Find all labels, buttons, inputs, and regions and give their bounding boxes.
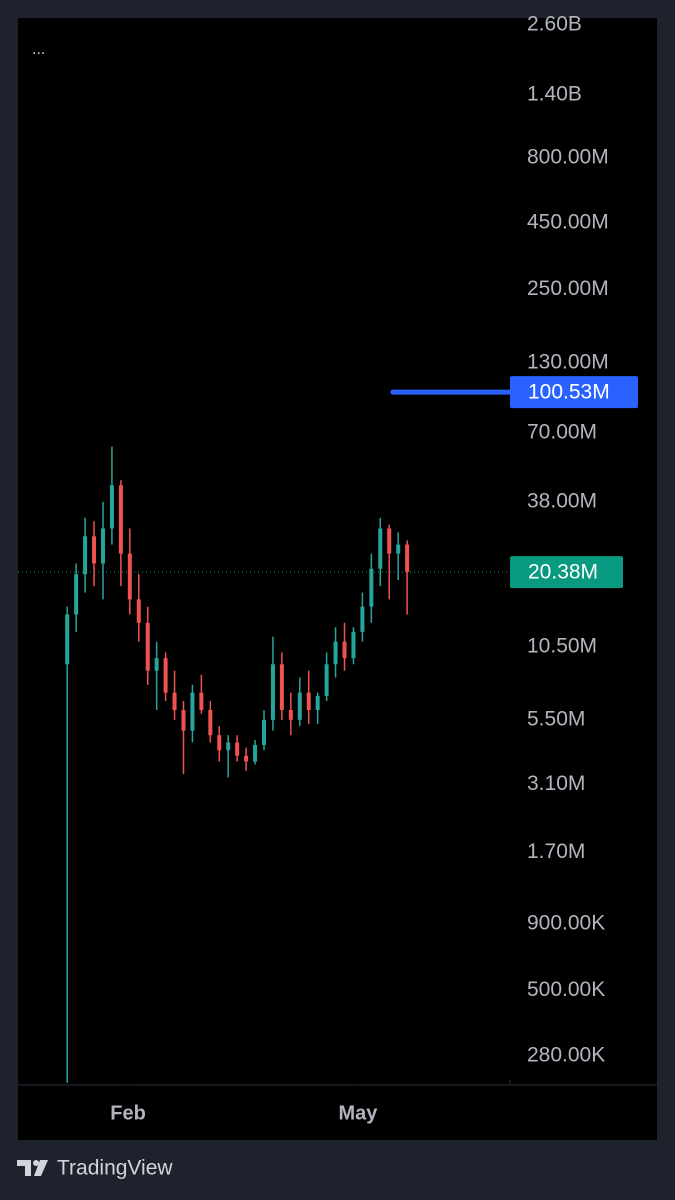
- last-price-label: 20.38M: [528, 561, 598, 584]
- alert-box: [510, 376, 638, 409]
- y-tick-label: 130.00M: [527, 351, 609, 374]
- candle-body: [288, 710, 293, 720]
- y-tick-label: 1.40B: [527, 83, 582, 106]
- candle-body: [163, 658, 168, 693]
- candle-body: [83, 536, 88, 575]
- y-tick-label: 10.50M: [527, 634, 597, 657]
- y-tick-label: 500.00K: [527, 978, 605, 1001]
- brand: TradingView: [57, 1157, 173, 1180]
- y-tick-label: 38.00M: [527, 489, 597, 512]
- candle-body: [100, 528, 105, 564]
- y-tick-label: 450.00M: [527, 211, 609, 234]
- y-tick-label: 2.60B: [527, 13, 582, 36]
- candle-body: [369, 568, 374, 607]
- candle-body: [109, 485, 114, 529]
- menu-dots[interactable]: ...: [32, 41, 45, 58]
- x-tick-label: May: [338, 1102, 378, 1124]
- candle-body: [181, 710, 186, 731]
- candle-body: [315, 695, 320, 711]
- candle-body: [145, 622, 150, 671]
- candle-body: [190, 692, 195, 731]
- candle-body: [324, 664, 329, 696]
- y-tick-label: 250.00M: [527, 277, 609, 300]
- candle-body: [154, 658, 159, 671]
- candle-body: [65, 614, 70, 665]
- candle-body: [208, 710, 213, 736]
- last-price-box: [510, 556, 623, 589]
- candle-body: [217, 735, 222, 751]
- candle-body: [199, 692, 204, 711]
- candle-body: [172, 692, 177, 711]
- candle-body: [92, 536, 97, 564]
- candle-body: [270, 664, 275, 720]
- candle-body: [396, 544, 401, 554]
- y-tick-label: 5.50M: [527, 707, 585, 730]
- y-tick-label: 1.70M: [527, 840, 585, 863]
- candle-body: [351, 631, 356, 659]
- candle-body: [297, 692, 302, 720]
- candle-body: [333, 641, 338, 665]
- y-tick-label: 3.10M: [527, 772, 585, 795]
- brand-logo: [17, 1160, 48, 1176]
- x-tick-label: Feb: [110, 1102, 146, 1124]
- alert-label: 100.53M: [528, 381, 610, 404]
- candle-body: [235, 742, 240, 756]
- candle-body: [342, 641, 347, 659]
- candle-body: [127, 553, 132, 600]
- candle-body: [74, 574, 79, 615]
- candle-body: [378, 528, 383, 569]
- y-tick-label: 280.00K: [527, 1043, 605, 1066]
- y-tick-label: 900.00K: [527, 912, 605, 935]
- candle-body: [118, 485, 123, 554]
- candle-body: [136, 599, 141, 623]
- candle-body: [387, 528, 392, 554]
- y-tick-label: 70.00M: [527, 420, 597, 443]
- candle-body: [262, 719, 266, 746]
- candle-body: [244, 755, 249, 762]
- candle-body: [279, 664, 284, 711]
- candle-body: [253, 745, 258, 762]
- candle-body: [405, 544, 410, 573]
- candle-body: [226, 742, 231, 751]
- candle-body: [306, 692, 311, 711]
- candle-body: [360, 606, 365, 632]
- y-tick-label: 800.00M: [527, 146, 609, 169]
